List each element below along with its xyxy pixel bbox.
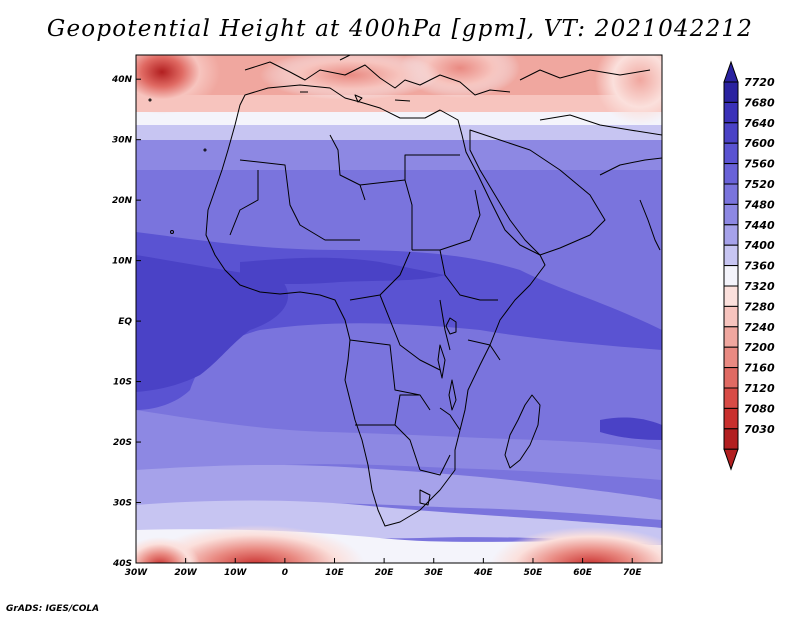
colorbar-swatch: [723, 367, 739, 389]
colorbar-label: 7280: [744, 300, 775, 313]
colorbar-swatch: [723, 285, 739, 307]
lat-tick-label: 30N: [112, 136, 133, 146]
colorbar-label: 7030: [744, 423, 775, 436]
colorbar-label: 7200: [744, 341, 775, 354]
colorbar-label: 7480: [744, 198, 775, 211]
colorbar-label: 7600: [744, 137, 775, 150]
colorbar-swatch: [723, 224, 739, 246]
lat-tick-label: 40S: [112, 559, 132, 569]
colorbar-swatch: [723, 101, 739, 124]
lat-tick-label: 40N: [111, 75, 133, 85]
colorbar-swatch: [723, 183, 739, 205]
lat-tick-label: 10N: [112, 257, 133, 267]
colorbar-label: 7720: [744, 76, 775, 89]
lat-tick-label: 10S: [113, 378, 132, 388]
colorbar-label: 7320: [744, 280, 775, 293]
colorbar-label: 7440: [744, 219, 775, 232]
lon-tick-label: 10W: [224, 568, 248, 578]
colorbar: 7720 7680 7640 7600 7560 7520 7480 7440 7400 7360…: [723, 60, 775, 471]
lat-tick-label: 20N: [112, 196, 133, 206]
colorbar-label: 7680: [744, 96, 775, 109]
colorbar-swatch: [723, 142, 739, 165]
lon-tick-label: 20W: [174, 568, 198, 578]
colorbar-swatch: [723, 81, 739, 103]
lon-tick-label: 40E: [473, 568, 494, 578]
lat-tick-label: EQ: [118, 317, 132, 327]
colorbar-label: 7640: [744, 117, 775, 130]
lon-tick-label: 30E: [424, 568, 444, 578]
lon-tick-label: 20E: [375, 568, 395, 578]
colorbar-swatch: [723, 387, 739, 409]
grads-credit: GrADS: IGES/COLA: [6, 604, 100, 614]
colorbar-swatch: [723, 407, 739, 430]
lon-tick-label: 60E: [573, 568, 593, 578]
colorbar-label: 7400: [744, 239, 775, 252]
height-field: [136, 55, 662, 563]
map-frame: [135, 54, 663, 564]
colorbar-label: 7520: [744, 178, 775, 191]
map-title: Geopotential Height at 400hPa [gpm], VT:…: [46, 16, 754, 42]
lon-tick-label: 0: [282, 568, 288, 578]
colorbar-swatch: [723, 326, 739, 348]
colorbar-swatch: [723, 428, 739, 450]
lon-axis: 30W 20W 10W 0 10E 20E 30E 40E 50E 60E 70E: [125, 558, 643, 578]
colorbar-label: 7120: [744, 382, 775, 395]
colorbar-swatch: [723, 163, 739, 185]
colorbar-max-arrow: [723, 60, 739, 83]
colorbar-swatch: [723, 265, 739, 287]
coastlines: [148, 55, 662, 527]
lon-tick-label: 50E: [524, 568, 544, 578]
lon-tick-label: 70E: [623, 568, 643, 578]
colorbar-label: 7560: [744, 158, 775, 171]
colorbar-label: 7080: [744, 402, 775, 415]
lon-tick-label: 30W: [125, 568, 149, 578]
lat-tick-label: 30S: [113, 499, 132, 509]
lat-tick-label: 20S: [113, 438, 132, 448]
colorbar-swatch: [723, 346, 739, 369]
colorbar-swatch: [723, 203, 739, 226]
colorbar-min-arrow: [723, 448, 739, 471]
colorbar-label: 7360: [744, 260, 775, 273]
colorbar-swatch: [723, 244, 739, 267]
colorbar-swatch: [723, 305, 739, 328]
colorbar-label: 7240: [744, 321, 775, 334]
lon-tick-label: 10E: [325, 568, 345, 578]
colorbar-swatch: [723, 122, 739, 144]
colorbar-label: 7160: [744, 362, 775, 375]
lat-axis: 40N 30N 20N 10N EQ 10S 20S 30S 40S: [111, 75, 141, 569]
